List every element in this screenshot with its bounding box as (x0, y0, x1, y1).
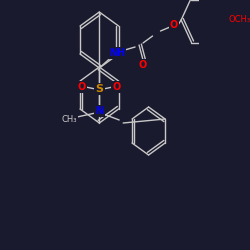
Text: OCH₃: OCH₃ (229, 16, 250, 24)
Text: S: S (95, 84, 103, 94)
Text: N: N (95, 106, 104, 116)
Text: NH: NH (109, 48, 125, 58)
Text: O: O (170, 20, 178, 30)
Text: CH₃: CH₃ (62, 114, 77, 124)
Text: O: O (139, 60, 147, 70)
Text: O: O (78, 82, 86, 92)
Text: O: O (113, 82, 121, 92)
